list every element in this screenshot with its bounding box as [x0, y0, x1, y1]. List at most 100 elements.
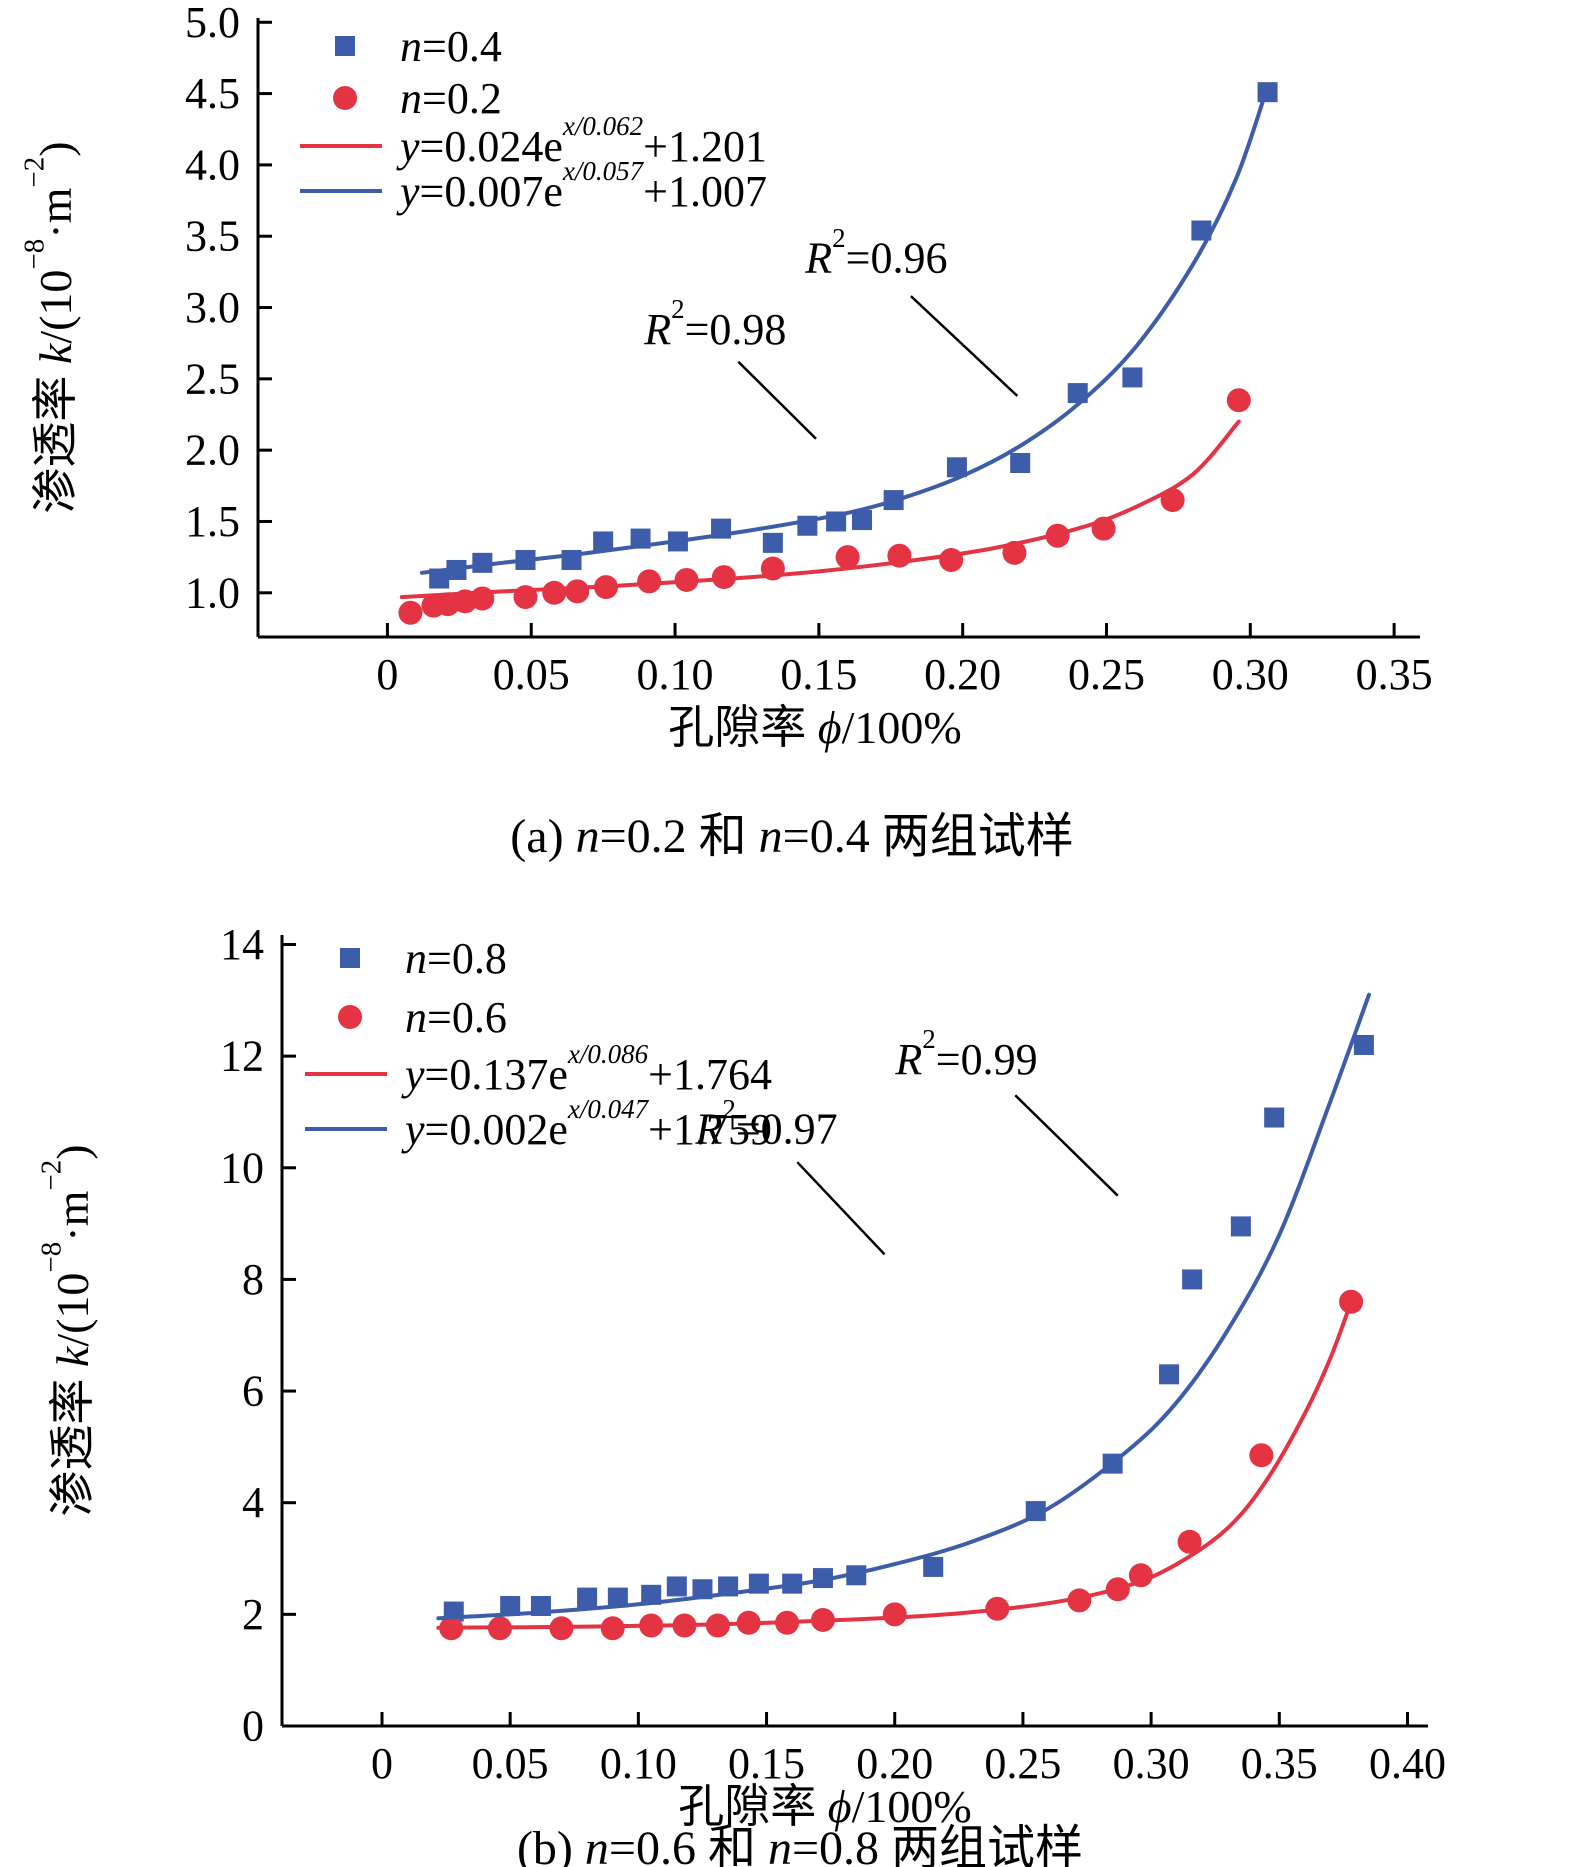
scatter-point-square: [607, 1587, 628, 1608]
y-tick-label: 3.5: [185, 212, 240, 261]
y-tick-label: 14: [220, 920, 264, 969]
scatter-point-circle: [565, 579, 590, 604]
y-tick-label: 2.0: [185, 426, 240, 475]
y-tick-label: 4.5: [185, 69, 240, 118]
x-tick-label: 0.20: [924, 650, 1001, 699]
scatter-point-circle: [637, 569, 662, 594]
x-tick-label: 0: [376, 650, 398, 699]
scatter-point-square: [1191, 220, 1212, 241]
x-tick-label: 0.20: [856, 1739, 933, 1788]
scatter-point-square: [1122, 367, 1143, 388]
scatter-point-square: [641, 1584, 662, 1605]
y-tick-label: 6: [242, 1367, 264, 1416]
chart-b: 0 0.05 0.10 0.15 0.20 0.25 0.30 0.35 0.40 0 2 4 6 8 10…: [35, 920, 1446, 1867]
annotation-label: R2=0.98: [643, 294, 786, 353]
x-tick-label: 0.15: [728, 1739, 805, 1788]
y-tick-label: 3.0: [185, 283, 240, 332]
legend-swatch-square: [335, 36, 355, 56]
fit-curve: [419, 84, 1270, 575]
scatter-point-square: [429, 568, 450, 589]
scatter-point-square: [946, 457, 967, 478]
annotation-label: R2=0.97: [694, 1094, 837, 1153]
y-tick-label: 1.5: [185, 497, 240, 546]
legend-label: y=0.007ex/0.057+1.007: [396, 156, 767, 215]
x-tick-label: 0.35: [1241, 1739, 1318, 1788]
scatter-point-circle: [542, 580, 567, 605]
y-tick-label: 8: [242, 1255, 264, 1304]
chart-caption: (a) n=0.2 和 n=0.4 两组试样: [510, 810, 1073, 863]
scatter-point-square: [1264, 1107, 1285, 1128]
y-tick-label: 2: [242, 1590, 264, 1639]
scatter-point-circle: [600, 1616, 625, 1641]
y-tick-label: 4.0: [185, 140, 240, 189]
y-axis-label: 渗透率 k/(10−8·m−2): [35, 1144, 97, 1516]
y-tick-label: 4: [242, 1478, 264, 1527]
x-tick-label: 0.25: [1068, 650, 1145, 699]
x-tick-label: 0: [371, 1739, 393, 1788]
scatter-point-square: [1353, 1034, 1374, 1055]
annotation-label: R2=0.96: [804, 223, 947, 282]
legend-label: y=0.024ex/0.062+1.201: [396, 111, 767, 170]
scatter-point-square: [593, 531, 614, 552]
legend-label: n=0.4: [400, 22, 502, 71]
scatter-point-circle: [1067, 1588, 1092, 1613]
y-tick-label: 2.5: [185, 354, 240, 403]
legend-label: n=0.2: [400, 74, 502, 123]
legend-swatch-circle: [333, 86, 357, 110]
y-tick-label: 12: [220, 1032, 264, 1081]
x-tick-label: 0.15: [780, 650, 857, 699]
scatter-point-circle: [398, 600, 423, 625]
scatter-point-square: [692, 1579, 713, 1600]
legend-swatch-square: [340, 948, 360, 968]
scatter-point-square: [1182, 1269, 1203, 1290]
fit-curve: [436, 992, 1371, 1621]
y-tick-label: 1.0: [185, 568, 240, 617]
scatter-point-circle: [1226, 388, 1251, 413]
x-tick-label: 0.25: [984, 1739, 1061, 1788]
scatter-point-square: [923, 1556, 944, 1577]
legend-label: y=0.137ex/0.086+1.764: [401, 1039, 772, 1098]
scatter-point-circle: [1249, 1443, 1274, 1468]
x-tick-label: 0.10: [600, 1739, 677, 1788]
scatter-point-circle: [1177, 1529, 1202, 1554]
x-tick-label: 0.10: [637, 650, 714, 699]
scatter-point-square: [666, 1576, 687, 1597]
chart-a: 0 0.05 0.10 0.15 0.20 0.25 0.30 0.35 1.0 1.5 2.0 2.…: [18, 0, 1433, 863]
scatter-point-circle: [1160, 488, 1185, 513]
x-axis-label: 孔隙率 ϕ/100%: [678, 1781, 971, 1832]
scatter-point-square: [500, 1595, 521, 1616]
legend-label: n=0.8: [405, 934, 507, 983]
x-axis-label: 孔隙率 ϕ/100%: [668, 702, 961, 753]
y-axis-label: 渗透率 k/(10−8·m−2): [18, 141, 80, 513]
scatter-point-circle: [882, 1602, 907, 1627]
x-tick-label: 0.05: [493, 650, 570, 699]
legend-label: n=0.6: [405, 993, 507, 1042]
y-tick-label: 10: [220, 1143, 264, 1192]
scatter-point-square: [762, 532, 783, 553]
scatter-point-square: [577, 1587, 598, 1608]
scatter-point-square: [1230, 1216, 1251, 1237]
annotation-label: R2=0.99: [894, 1024, 1037, 1083]
chart-caption: (b) n=0.6 和 n=0.8 两组试样: [517, 1822, 1083, 1867]
legend-swatch-circle: [338, 1005, 362, 1029]
x-tick-label: 0.05: [472, 1739, 549, 1788]
x-tick-label: 0.30: [1113, 1739, 1190, 1788]
scatter-point-square: [1010, 452, 1031, 473]
annotation-leader-line: [796, 1161, 886, 1256]
annotation-leader-line: [910, 295, 1019, 397]
y-tick-label: 0: [242, 1702, 264, 1751]
annotation-leader-line: [1014, 1094, 1119, 1197]
scatter-point-square: [1159, 1364, 1180, 1385]
scatter-point-circle: [939, 547, 964, 572]
x-tick-label: 0.30: [1212, 650, 1289, 699]
x-tick-label: 0.35: [1356, 650, 1433, 699]
annotation-leader-line: [737, 360, 817, 440]
fit-curve: [436, 1299, 1354, 1630]
scatter-point-square: [852, 510, 873, 531]
scatter-point-circle: [835, 545, 860, 570]
fit-curve: [399, 419, 1241, 600]
y-tick-label: 5.0: [185, 0, 240, 47]
x-tick-label: 0.40: [1369, 1739, 1446, 1788]
